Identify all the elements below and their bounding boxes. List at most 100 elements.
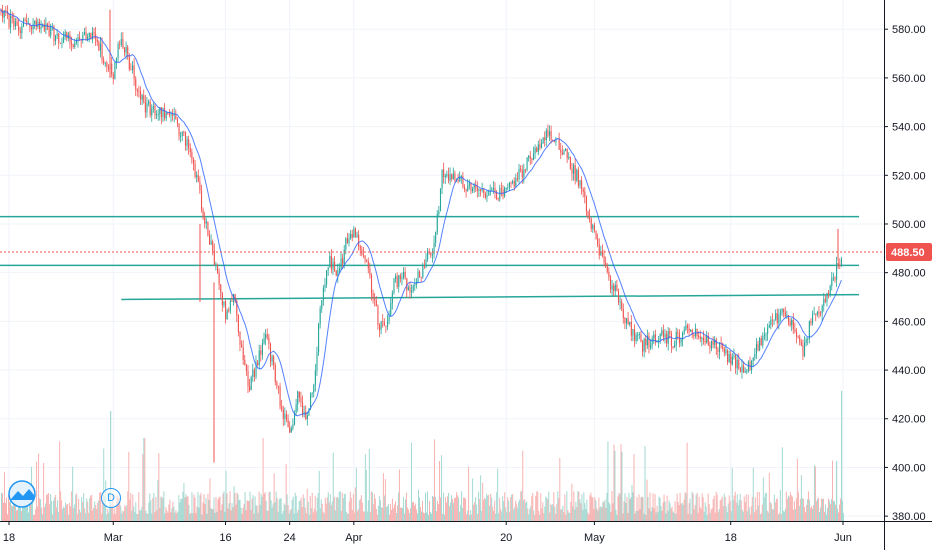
volume-bar	[698, 496, 700, 521]
volume-bar	[760, 513, 762, 521]
candle-body	[828, 292, 830, 294]
candle-body	[200, 190, 203, 210]
candle-body	[573, 165, 575, 174]
candle-body	[802, 345, 804, 357]
candle-body	[831, 277, 833, 287]
volume-bar	[296, 512, 298, 521]
candle-body	[768, 325, 770, 328]
volume-bar	[420, 511, 422, 521]
candle-body	[253, 369, 255, 377]
volume-bar	[264, 492, 266, 521]
price-axis[interactable]: 380.00 400.00 420.00 440.00 460.00 480.00 500.…	[884, 24, 926, 523]
volume-bar	[132, 494, 134, 521]
volume-bar	[224, 511, 226, 521]
volume-bar	[788, 496, 790, 521]
volume-bar	[516, 504, 518, 521]
volume-bar	[210, 508, 212, 521]
volume-bar	[409, 507, 411, 521]
candle-body	[63, 36, 65, 44]
volume-bar	[372, 504, 374, 521]
candle-body	[810, 321, 812, 324]
candle-body	[221, 292, 223, 306]
volume-bar	[790, 495, 792, 521]
volume-bar	[737, 504, 739, 521]
candle-body	[233, 294, 235, 302]
candle-body	[622, 308, 624, 318]
volume-bar	[58, 512, 60, 521]
candle-body	[40, 26, 42, 29]
candle-body	[518, 168, 520, 180]
candle-body	[714, 339, 716, 345]
volume-bar	[681, 502, 683, 521]
candle-body	[186, 139, 188, 146]
volume-bar	[534, 514, 536, 521]
volume-bar	[566, 491, 568, 521]
volume-bar	[179, 502, 181, 521]
volume-bar	[25, 505, 27, 521]
volume-bar	[528, 514, 530, 521]
volume-bar	[280, 498, 282, 521]
volume-bar	[645, 514, 647, 521]
tradingview-logo-icon[interactable]	[6, 480, 38, 508]
candle-body	[743, 365, 745, 373]
volume-bar	[756, 491, 758, 521]
candle-body	[813, 313, 815, 315]
volume-bar	[378, 496, 380, 521]
volume-bar	[354, 487, 356, 521]
volume-bar	[163, 491, 165, 521]
candle-body	[475, 184, 477, 188]
volume-bar	[271, 507, 273, 521]
volume-bar	[246, 500, 248, 521]
volume-bar	[5, 497, 7, 521]
candle-body	[728, 354, 730, 362]
volume-bar	[636, 497, 638, 521]
volume-bar	[827, 498, 829, 521]
candle-body	[536, 148, 538, 152]
volume-bar	[791, 496, 793, 521]
candle-body	[433, 242, 435, 255]
horizontal-lines[interactable]	[0, 215, 860, 301]
volume-bar	[316, 497, 318, 521]
candle-body	[824, 299, 826, 302]
volume-bar	[621, 451, 623, 521]
volume-bar	[458, 497, 460, 521]
candle-body	[372, 293, 374, 299]
volume-bar	[700, 509, 702, 521]
candle-body	[99, 43, 102, 51]
candle-body	[505, 187, 507, 189]
candle-body	[217, 264, 219, 273]
volume-bar	[662, 502, 664, 521]
candle-body	[629, 322, 631, 325]
volume-bar	[219, 496, 221, 521]
time-tick-label: 18	[725, 532, 737, 544]
candle-body	[101, 43, 103, 60]
candle-body	[709, 344, 711, 349]
volume-bar	[9, 501, 10, 521]
volume-bar	[340, 510, 342, 521]
volume-bar	[481, 510, 483, 521]
volume-bar	[92, 510, 94, 521]
candle-body	[5, 10, 7, 12]
volume-bar	[447, 496, 449, 521]
volume-bar	[198, 507, 200, 521]
candle-body	[24, 19, 26, 21]
volume-bar	[178, 495, 180, 521]
candle-body	[840, 259, 842, 267]
volume-bar	[223, 491, 225, 521]
candle-body	[351, 233, 353, 238]
candle-body	[160, 107, 162, 118]
candle-body	[585, 196, 587, 212]
volume-bar	[402, 496, 404, 521]
volume-bar	[595, 500, 597, 521]
volume-bar	[398, 469, 400, 521]
volume-bar	[532, 493, 534, 521]
volume-bar	[837, 512, 839, 521]
time-axis[interactable]: 18 Mar 16 24 Apr 20 May 18 Jun	[3, 521, 852, 544]
volume-bar	[295, 495, 297, 521]
candle-body	[367, 261, 369, 269]
volume-bar	[177, 511, 179, 521]
candle-body	[191, 152, 193, 160]
dividend-badge[interactable]: D	[101, 488, 121, 508]
volume-bar	[446, 502, 448, 521]
